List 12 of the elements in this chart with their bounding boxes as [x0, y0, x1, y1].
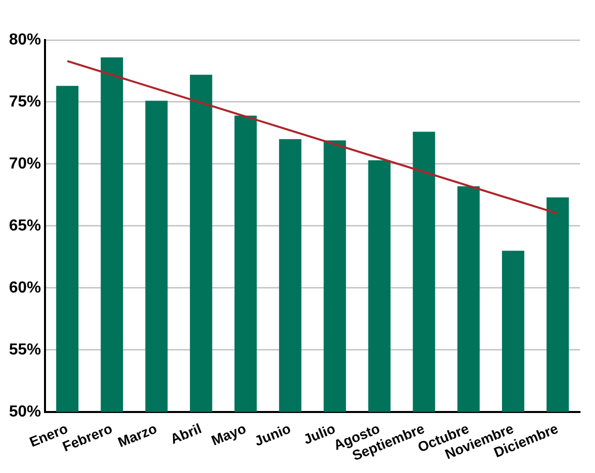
y-tick-label: 80% [8, 31, 42, 48]
x-tick-label: Julio [301, 420, 338, 448]
x-tick-label: Marzo [116, 420, 160, 450]
y-tick-label: 60% [8, 279, 42, 296]
y-tick-label: 70% [8, 155, 42, 172]
y-tick-label: 50% [8, 403, 42, 420]
y-tick-label: 55% [8, 341, 42, 358]
y-tick-label: 65% [8, 217, 42, 234]
y-tick-label: 75% [8, 93, 42, 110]
x-tick-label: Junio [252, 420, 293, 449]
x-tick-label: Mayo [209, 420, 248, 448]
x-tick-label: Abril [168, 420, 204, 447]
